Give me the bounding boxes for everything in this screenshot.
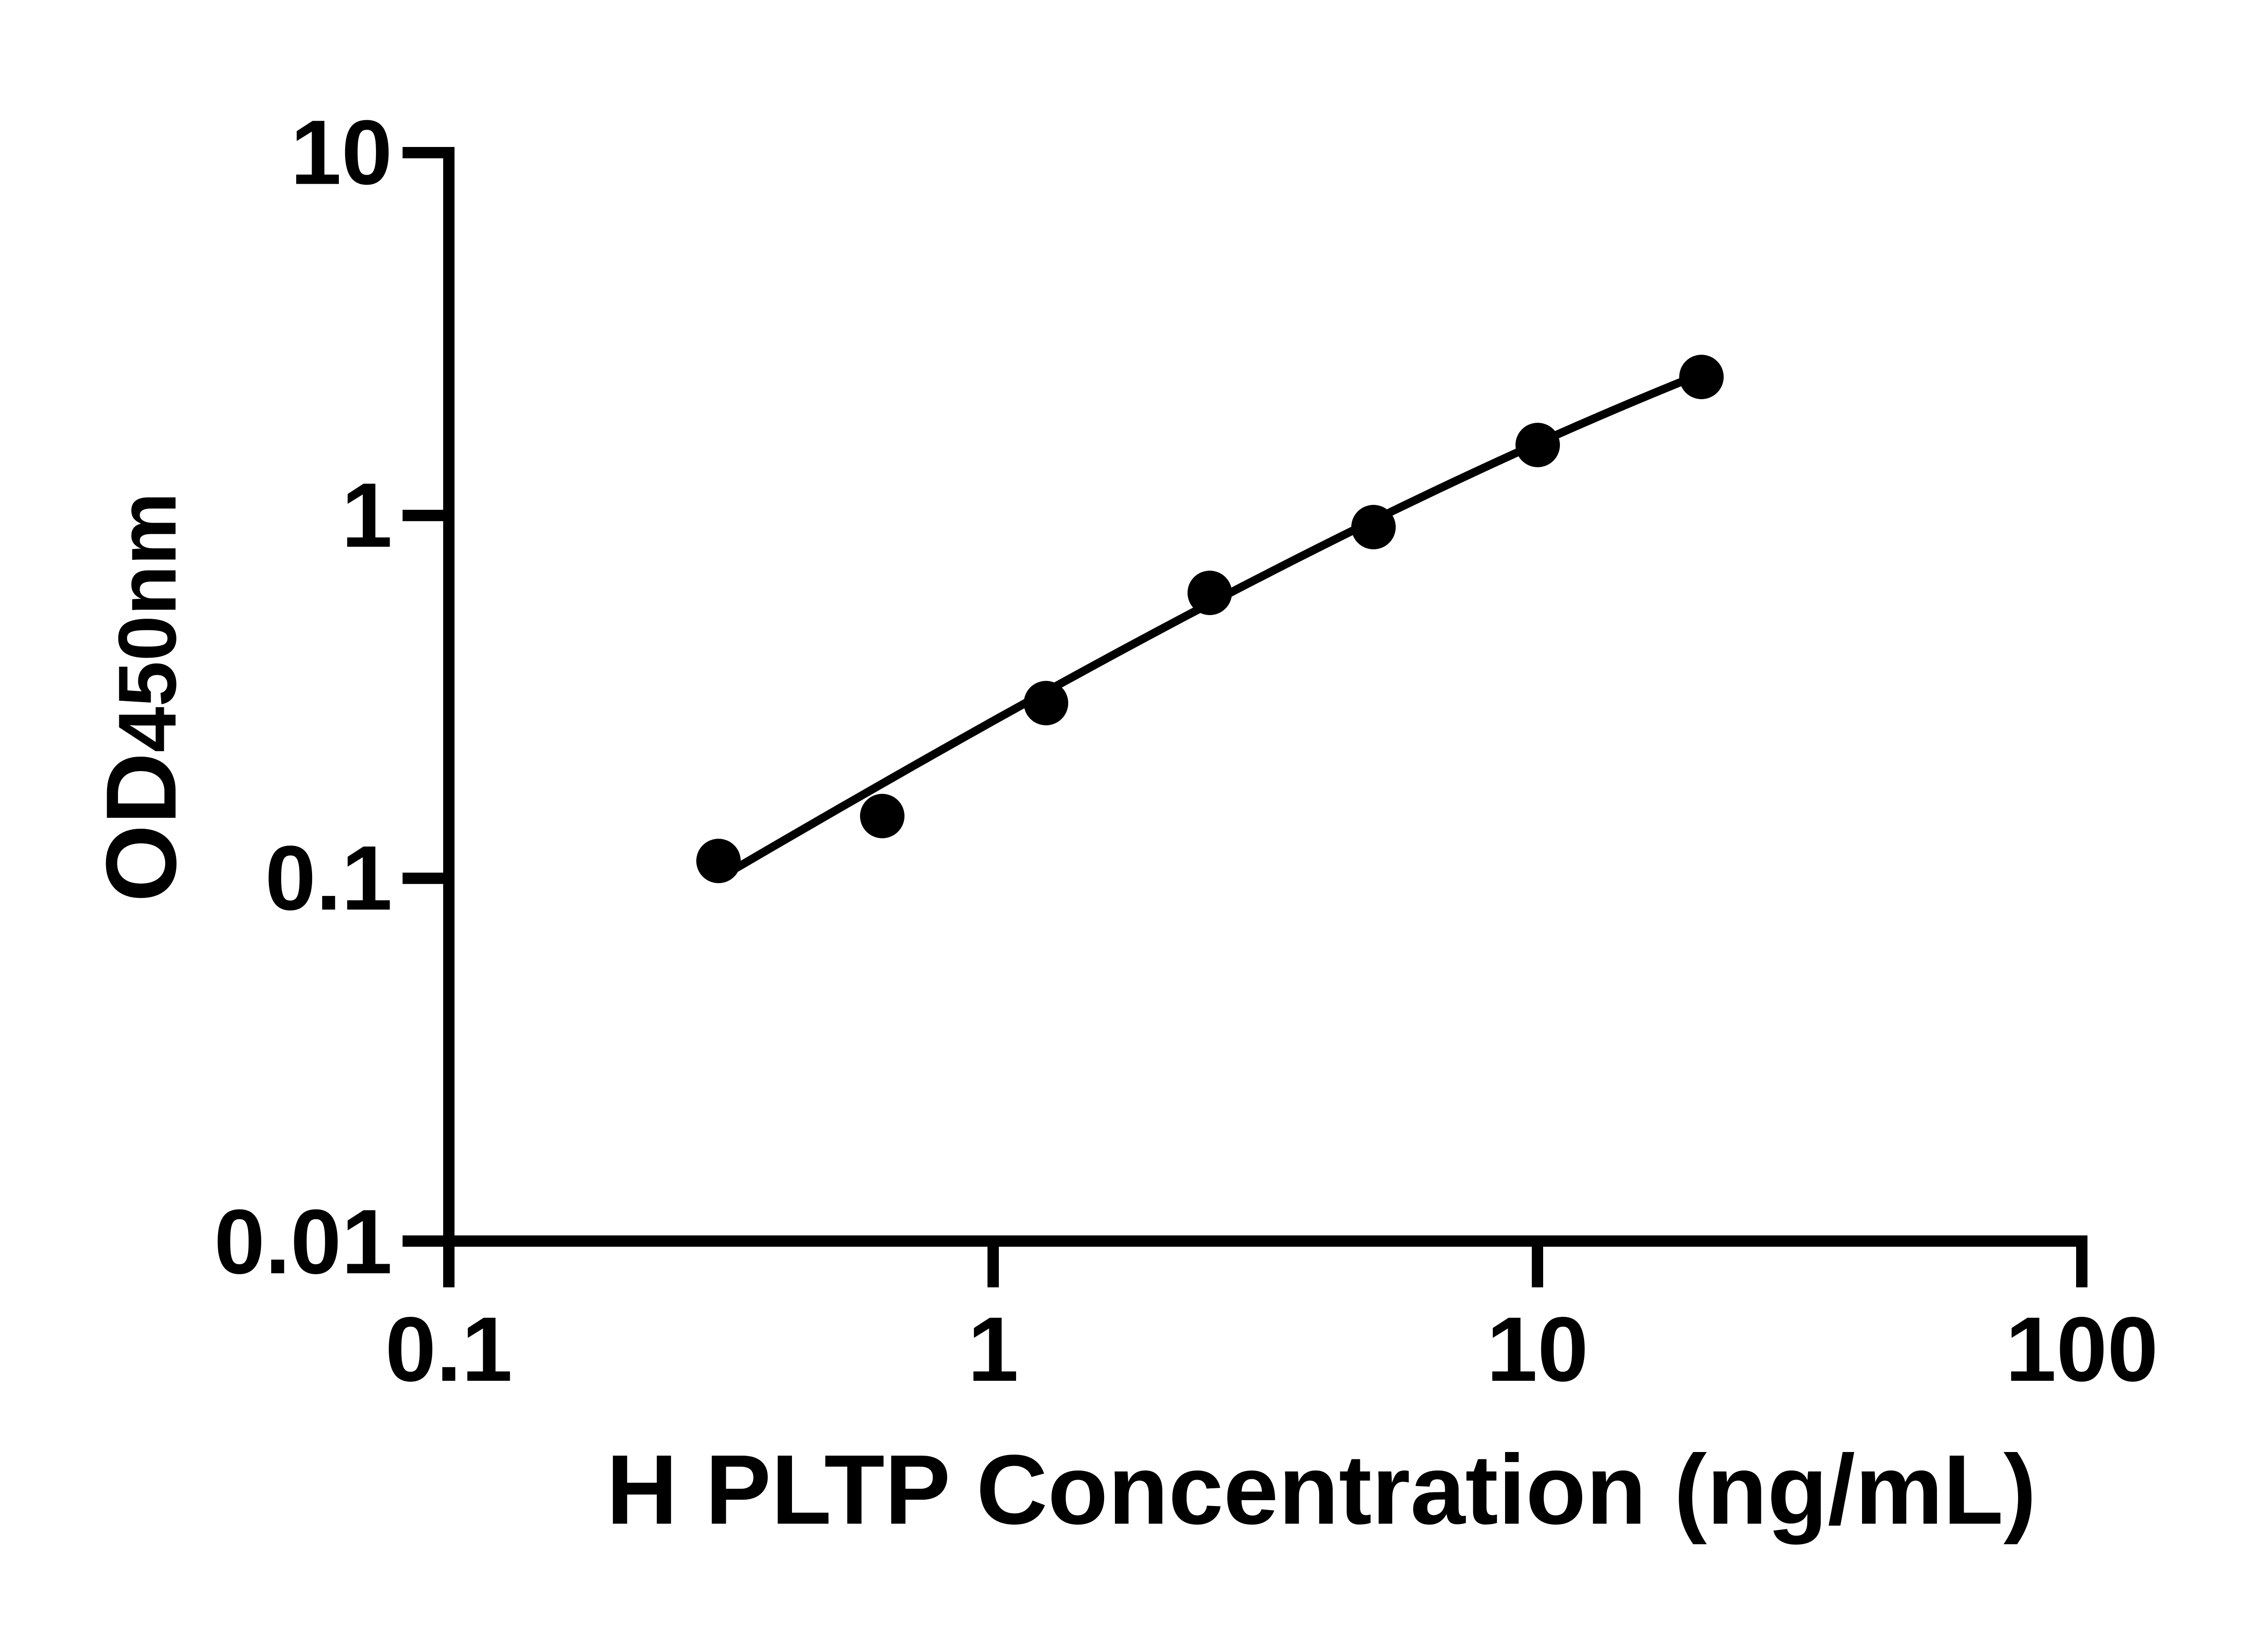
svg-text:1: 1 <box>968 1298 1018 1400</box>
svg-text:OD450nm: OD450nm <box>85 492 197 902</box>
svg-text:10: 10 <box>290 101 392 204</box>
svg-text:1: 1 <box>342 464 392 566</box>
svg-text:H PLTP Concentration (ng/mL): H PLTP Concentration (ng/mL) <box>606 1435 2037 1545</box>
svg-text:0.1: 0.1 <box>385 1298 513 1400</box>
svg-text:10: 10 <box>1486 1298 1589 1400</box>
svg-text:0.1: 0.1 <box>265 826 392 929</box>
svg-text:0.01: 0.01 <box>214 1190 392 1293</box>
svg-text:100: 100 <box>2005 1298 2158 1400</box>
